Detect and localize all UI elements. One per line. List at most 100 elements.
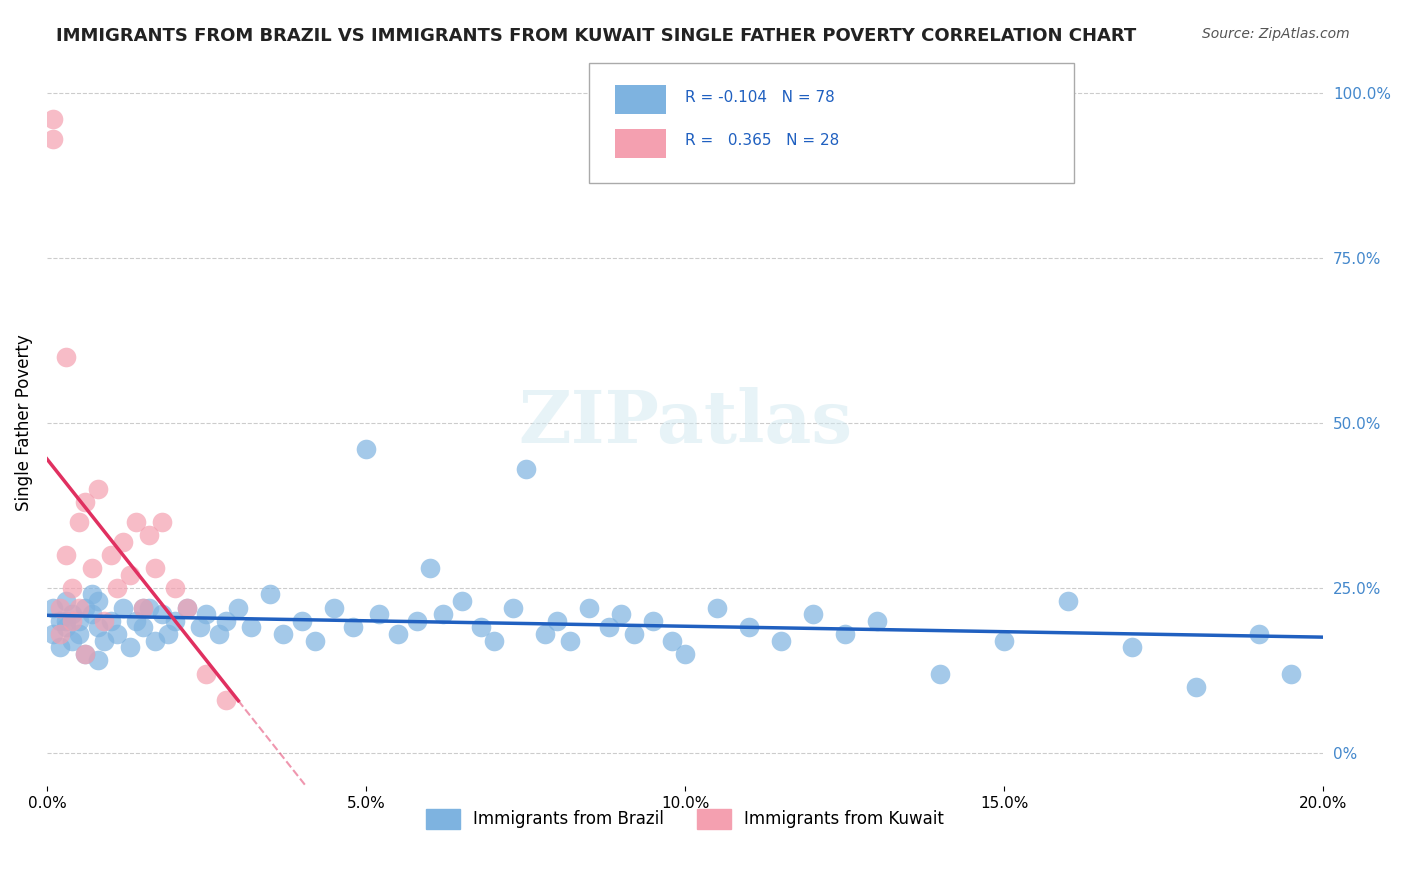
Point — [643, 614, 665, 628]
Point — [138, 528, 160, 542]
Point — [80, 607, 103, 622]
Point — [48, 640, 70, 655]
Point — [75, 495, 97, 509]
Point — [546, 614, 568, 628]
Point — [62, 581, 84, 595]
Legend: Immigrants from Brazil, Immigrants from Kuwait: Immigrants from Brazil, Immigrants from … — [420, 802, 950, 836]
Point — [93, 614, 115, 628]
Point — [131, 600, 153, 615]
Bar — [614, 128, 666, 158]
Point — [87, 482, 110, 496]
Point — [706, 600, 728, 615]
Point — [865, 614, 887, 628]
Point — [801, 607, 824, 622]
Point — [138, 600, 160, 615]
Point — [67, 600, 90, 615]
Point — [55, 350, 77, 364]
Point — [598, 620, 620, 634]
Point — [354, 442, 377, 456]
Point — [993, 633, 1015, 648]
Point — [105, 627, 128, 641]
Point — [75, 647, 97, 661]
Point — [55, 620, 77, 634]
Point — [163, 614, 186, 628]
Text: ZIPatlas: ZIPatlas — [517, 387, 852, 458]
Point — [1121, 640, 1143, 655]
Point — [1184, 680, 1206, 694]
Point — [834, 627, 856, 641]
Point — [48, 614, 70, 628]
Point — [259, 587, 281, 601]
Point — [62, 607, 84, 622]
Text: IMMIGRANTS FROM BRAZIL VS IMMIGRANTS FROM KUWAIT SINGLE FATHER POVERTY CORRELATI: IMMIGRANTS FROM BRAZIL VS IMMIGRANTS FRO… — [56, 27, 1136, 45]
Point — [48, 600, 70, 615]
Point — [55, 548, 77, 562]
Point — [228, 600, 250, 615]
Point — [214, 693, 236, 707]
Point — [105, 581, 128, 595]
Point — [304, 633, 326, 648]
Y-axis label: Single Father Poverty: Single Father Poverty — [15, 334, 32, 511]
Point — [118, 640, 141, 655]
Point — [738, 620, 761, 634]
Point — [214, 614, 236, 628]
Point — [533, 627, 555, 641]
Point — [62, 633, 84, 648]
Point — [673, 647, 696, 661]
Point — [176, 600, 198, 615]
Point — [432, 607, 454, 622]
Point — [163, 581, 186, 595]
Point — [55, 594, 77, 608]
Point — [67, 627, 90, 641]
Point — [661, 633, 683, 648]
Text: R = -0.104   N = 78: R = -0.104 N = 78 — [685, 90, 835, 105]
Point — [515, 462, 537, 476]
Point — [195, 607, 218, 622]
Point — [118, 567, 141, 582]
Point — [188, 620, 211, 634]
Point — [75, 647, 97, 661]
Point — [125, 515, 148, 529]
Text: Source: ZipAtlas.com: Source: ZipAtlas.com — [1202, 27, 1350, 41]
Point — [240, 620, 263, 634]
Point — [42, 112, 65, 126]
Point — [176, 600, 198, 615]
Text: R =   0.365   N = 28: R = 0.365 N = 28 — [685, 134, 839, 148]
Point — [387, 627, 409, 641]
Point — [578, 600, 600, 615]
Point — [42, 132, 65, 146]
Point — [367, 607, 389, 622]
Point — [75, 600, 97, 615]
Point — [150, 607, 173, 622]
Point — [419, 561, 441, 575]
Point — [929, 666, 952, 681]
Point — [1279, 666, 1302, 681]
Point — [271, 627, 294, 641]
Point — [1057, 594, 1080, 608]
Point — [482, 633, 505, 648]
Point — [125, 614, 148, 628]
Point — [406, 614, 429, 628]
Point — [80, 587, 103, 601]
Point — [208, 627, 231, 641]
Point — [87, 653, 110, 667]
Point — [1249, 627, 1271, 641]
Point — [623, 627, 645, 641]
Point — [502, 600, 524, 615]
Point — [560, 633, 582, 648]
Point — [55, 614, 77, 628]
Point — [87, 594, 110, 608]
Point — [48, 627, 70, 641]
Bar — [614, 85, 666, 114]
Point — [112, 534, 135, 549]
Point — [145, 633, 167, 648]
Point — [342, 620, 364, 634]
Point — [62, 614, 84, 628]
Point — [769, 633, 792, 648]
FancyBboxPatch shape — [589, 63, 1074, 183]
Point — [100, 614, 122, 628]
Point — [131, 600, 153, 615]
Point — [195, 666, 218, 681]
Point — [100, 548, 122, 562]
Point — [450, 594, 472, 608]
